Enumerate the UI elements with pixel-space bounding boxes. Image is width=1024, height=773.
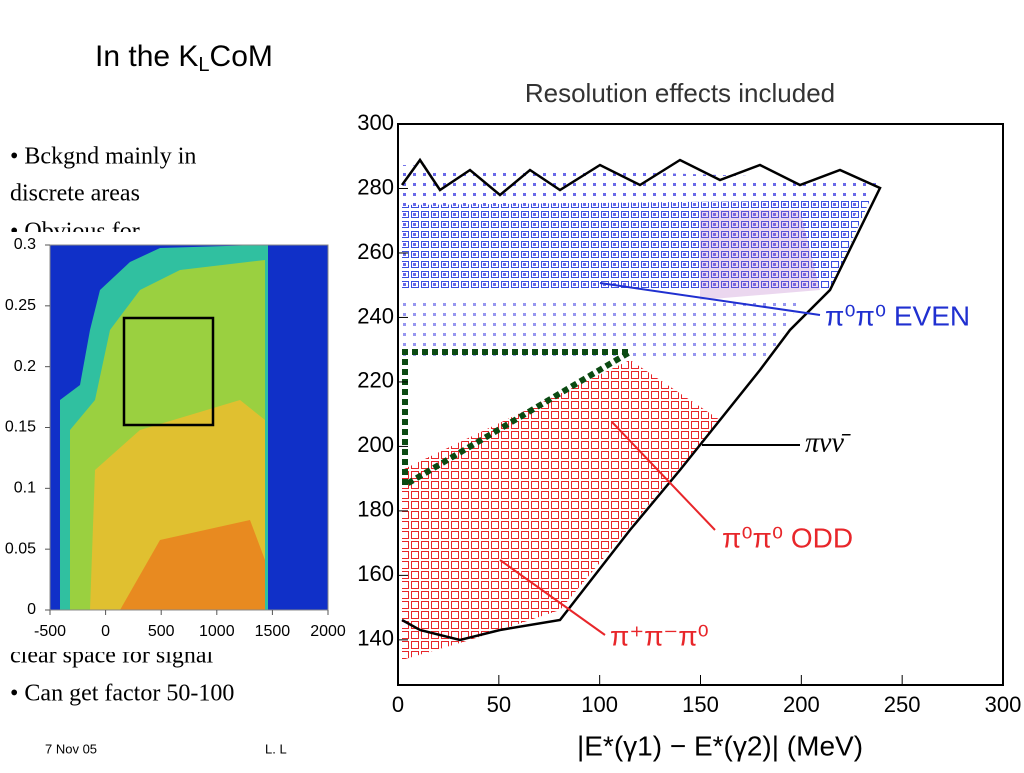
x-tick-label: 0 [101, 623, 110, 640]
y-tick-label: 160 [357, 561, 394, 586]
y-tick-label: 0.05 [5, 540, 36, 557]
y-tick-label: 0.2 [14, 358, 36, 375]
annotation: π⁰π⁰ EVEN [825, 300, 970, 331]
y-tick-label: 280 [357, 174, 394, 199]
y-tick-label: 0.1 [14, 480, 36, 497]
plot-title: Resolution effects included [525, 78, 835, 108]
purple-region [700, 210, 820, 300]
x-axis-label: |E*(γ1) − E*(γ2)| (MeV) [577, 730, 863, 761]
bullet-line: discrete areas [10, 181, 140, 207]
bullet-line: • Bckgnd mainly in [10, 144, 196, 170]
right-plot: Resolution effects included |E*(γ1) − E*… [357, 78, 1021, 762]
footer-author: L. L [265, 741, 287, 756]
x-tick-label: 200 [783, 692, 820, 717]
y-tick-label: 260 [357, 239, 394, 264]
x-tick-label: 300 [985, 692, 1022, 717]
blue-region [402, 200, 870, 290]
y-tick-label: 300 [357, 110, 394, 135]
y-tick-label: 0 [27, 601, 36, 618]
x-tick-label: -500 [34, 623, 66, 640]
x-tick-label: 100 [581, 692, 618, 717]
y-tick-label: 0.3 [14, 236, 36, 253]
left-plot: -500 0 500 1000 1500 2000 0 0.05 0.1 0.15 0.2 0.25 0… [0, 232, 358, 652]
x-tick-label: 150 [682, 692, 719, 717]
x-tick-label: 0 [392, 692, 404, 717]
y-tick-label: 0.25 [5, 297, 36, 314]
footer-date: 7 Nov 05 [45, 741, 97, 756]
annotation: πνν̄ [805, 427, 851, 458]
y-tick-label: 180 [357, 497, 394, 522]
annotation: π⁰π⁰ ODD [722, 522, 853, 553]
arrow [499, 559, 606, 636]
arrow [599, 282, 821, 316]
slide-title: In the KLCoM [95, 40, 273, 76]
y-tick-label: 200 [357, 432, 394, 457]
red-region [402, 360, 720, 660]
annotation: π⁺π⁻π⁰ [610, 620, 709, 651]
arrow [611, 421, 716, 531]
bullet-line: • Can get factor 50-100 [10, 681, 234, 707]
x-tick-label: 2000 [310, 623, 346, 640]
x-tick-label: 1500 [255, 623, 291, 640]
y-tick-label: 220 [357, 368, 394, 393]
y-tick-label: 240 [357, 303, 394, 328]
x-tick-label: 1000 [199, 623, 235, 640]
signal-box [122, 316, 215, 427]
heatmap-core [120, 520, 265, 610]
x-tick-label: 500 [148, 623, 175, 640]
scatter-region [402, 300, 800, 360]
x-tick-label: 250 [884, 692, 921, 717]
y-tick-label: 0.15 [5, 419, 36, 436]
contour [400, 157, 882, 642]
dotted-box [402, 349, 641, 488]
y-tick-label: 140 [357, 626, 394, 651]
x-tick-label: 50 [487, 692, 511, 717]
